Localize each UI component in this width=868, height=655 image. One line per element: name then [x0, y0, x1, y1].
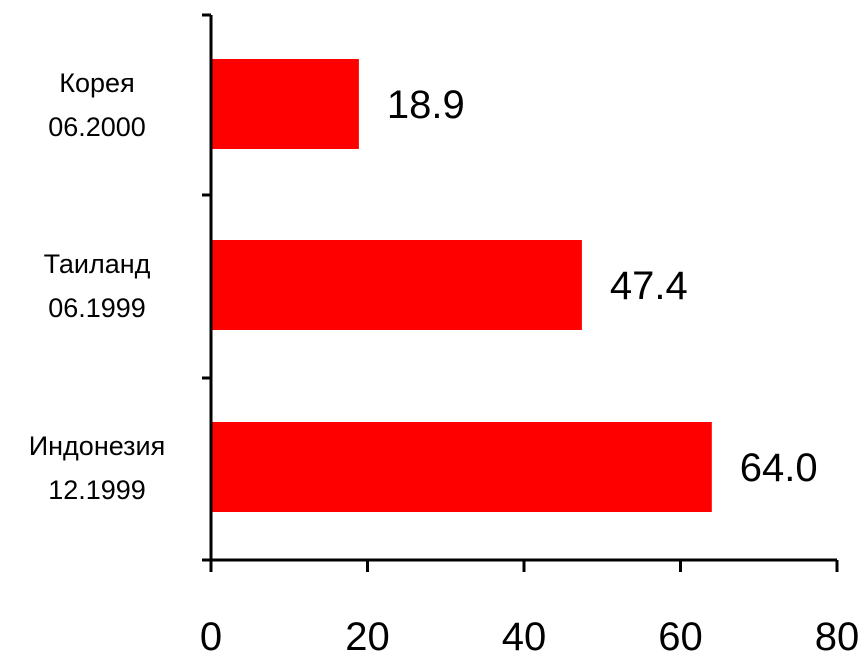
x-tick-label-20: 20: [345, 615, 390, 655]
bar-0: [211, 59, 359, 149]
x-tick-label-0: 0: [200, 615, 222, 655]
bars-group: [211, 59, 712, 512]
category-label-1: Таиланд 06.1999: [44, 249, 151, 323]
value-labels-group: 18.9 47.4 64.0: [387, 83, 818, 490]
x-axis-ticks: [209, 560, 839, 572]
bar-1: [211, 240, 582, 330]
value-label-2: 64.0: [740, 446, 818, 490]
value-label-1: 47.4: [610, 264, 688, 308]
x-tick-label-40: 40: [502, 615, 547, 655]
x-tick-label-80: 80: [815, 615, 860, 655]
bar-2: [211, 422, 712, 512]
x-tick-labels-group: 0 20 40 60 80: [200, 615, 859, 655]
category-label-0: Корея 06.2000: [48, 68, 146, 142]
category-label-2: Индонезия 12.1999: [29, 431, 166, 505]
category-labels-group: Корея 06.2000 Таиланд 06.1999 Индонезия 12.19…: [29, 68, 166, 505]
x-tick-label-60: 60: [658, 615, 703, 655]
value-label-0: 18.9: [387, 83, 465, 127]
